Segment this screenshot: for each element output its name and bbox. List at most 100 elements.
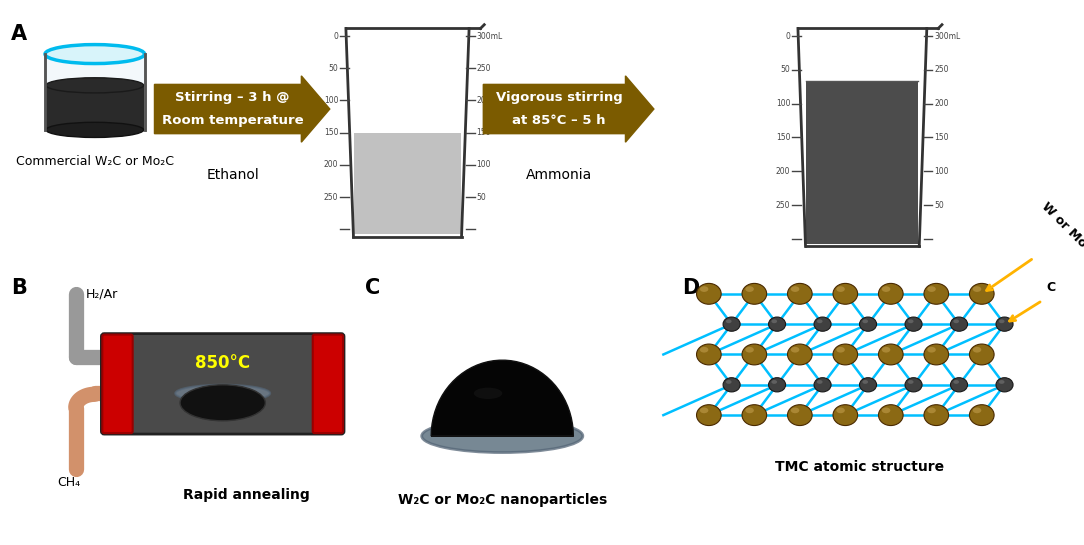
Text: 50: 50 [934,201,944,210]
Ellipse shape [176,385,270,402]
Ellipse shape [422,420,583,452]
Ellipse shape [878,283,903,304]
FancyArrow shape [154,76,330,142]
Text: 100: 100 [776,99,790,108]
FancyArrow shape [483,76,654,142]
Polygon shape [46,86,143,130]
Ellipse shape [46,122,143,137]
Ellipse shape [881,408,890,413]
Ellipse shape [863,319,868,323]
Text: Commercial W₂C or Mo₂C: Commercial W₂C or Mo₂C [16,155,173,167]
Ellipse shape [726,380,732,384]
Ellipse shape [46,78,143,93]
Text: A: A [11,24,27,44]
Ellipse shape [996,378,1014,392]
Ellipse shape [833,344,857,365]
Ellipse shape [953,319,959,323]
Ellipse shape [791,408,799,413]
Text: 0: 0 [334,32,338,40]
Text: 200: 200 [477,96,491,105]
Ellipse shape [927,408,935,413]
Text: C: C [1046,281,1056,294]
Text: 200: 200 [934,99,948,108]
Polygon shape [431,360,573,436]
Ellipse shape [969,405,994,426]
Text: 100: 100 [324,96,338,105]
Ellipse shape [860,317,877,331]
Ellipse shape [833,283,857,304]
Ellipse shape [924,405,948,426]
Ellipse shape [924,283,948,304]
Ellipse shape [817,319,823,323]
Ellipse shape [787,283,812,304]
Text: CH₄: CH₄ [56,476,80,489]
Text: 250: 250 [324,193,338,202]
Ellipse shape [951,378,968,392]
Ellipse shape [746,408,753,413]
Ellipse shape [743,405,766,426]
Ellipse shape [474,387,502,399]
Text: D: D [682,278,699,298]
Ellipse shape [951,317,968,331]
Text: Ammonia: Ammonia [526,168,592,183]
Ellipse shape [927,347,935,353]
Ellipse shape [723,317,740,331]
Text: 200: 200 [324,160,338,169]
Ellipse shape [924,344,948,365]
Text: Stirring – 3 h @: Stirring – 3 h @ [176,91,289,104]
Ellipse shape [837,408,844,413]
Ellipse shape [700,408,708,413]
Ellipse shape [791,347,799,353]
Text: C: C [365,278,380,298]
Ellipse shape [905,317,922,331]
Ellipse shape [697,344,721,365]
Text: 150: 150 [324,128,338,137]
Ellipse shape [746,347,753,353]
Ellipse shape [972,347,981,353]
Ellipse shape [953,380,959,384]
Ellipse shape [814,317,831,331]
Ellipse shape [998,380,1005,384]
FancyBboxPatch shape [312,335,343,433]
Text: Ethanol: Ethanol [206,168,259,183]
FancyBboxPatch shape [102,334,344,434]
Text: 50: 50 [328,64,338,73]
Ellipse shape [972,408,981,413]
Ellipse shape [908,319,914,323]
Text: 200: 200 [776,167,790,175]
Text: 300mL: 300mL [934,32,960,40]
Ellipse shape [791,286,799,292]
Text: 0: 0 [786,32,790,40]
Ellipse shape [878,405,903,426]
Polygon shape [806,81,918,244]
Text: W₂C or Mo₂C nanoparticles: W₂C or Mo₂C nanoparticles [398,493,607,507]
Text: 150: 150 [934,133,948,142]
Text: 50: 50 [780,65,790,74]
Ellipse shape [743,283,766,304]
Ellipse shape [908,380,914,384]
Ellipse shape [863,380,868,384]
Text: Rapid annealing: Rapid annealing [183,488,310,502]
Ellipse shape [772,319,777,323]
Ellipse shape [817,380,823,384]
Ellipse shape [996,317,1014,331]
Polygon shape [46,54,144,130]
Text: Room temperature: Room temperature [162,114,304,127]
Text: B: B [11,278,27,298]
Ellipse shape [700,286,708,292]
Ellipse shape [881,347,890,353]
Ellipse shape [787,405,812,426]
Ellipse shape [746,286,753,292]
Text: H₂/Ar: H₂/Ar [86,287,117,300]
Polygon shape [354,133,461,234]
Ellipse shape [726,319,732,323]
Ellipse shape [833,405,857,426]
Ellipse shape [814,378,831,392]
Ellipse shape [769,378,786,392]
Text: 250: 250 [776,201,790,210]
Ellipse shape [860,378,877,392]
Ellipse shape [837,286,844,292]
Ellipse shape [697,283,721,304]
Text: at 85°C – 5 h: at 85°C – 5 h [513,114,606,127]
Text: 150: 150 [477,128,491,137]
